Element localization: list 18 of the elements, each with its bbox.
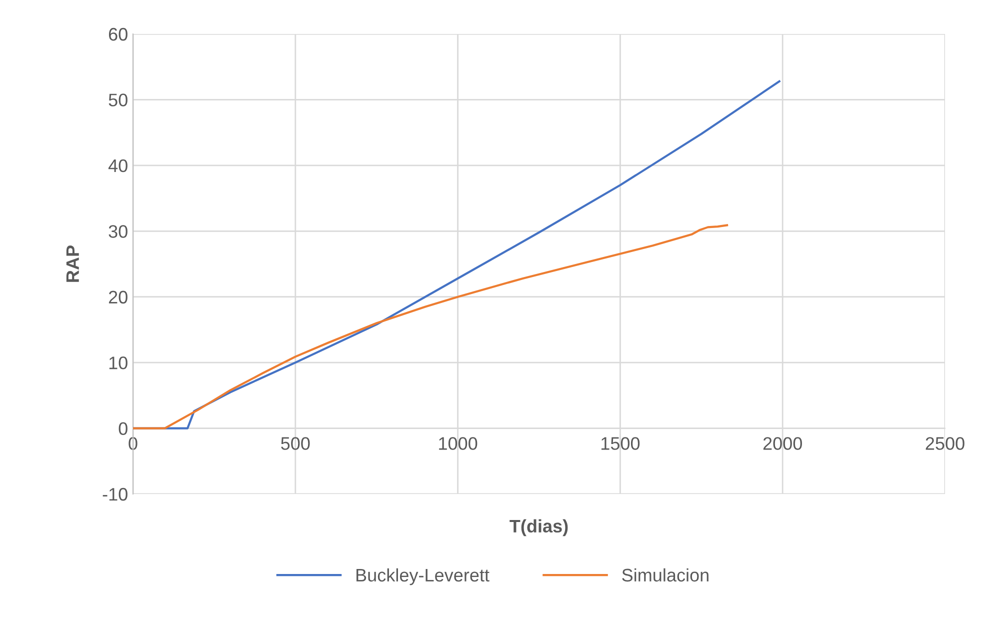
y-axis-title: RAP bbox=[66, 246, 79, 282]
y-tick-label: 0 bbox=[118, 422, 128, 436]
legend-label: Buckley-Leverett bbox=[356, 568, 490, 586]
y-tick-label: -10 bbox=[102, 488, 128, 501]
x-axis-title: T(dias) bbox=[510, 519, 568, 536]
x-tick-label: 1000 bbox=[439, 437, 478, 450]
x-tick-label: 1500 bbox=[601, 437, 640, 450]
y-tick-label: 60 bbox=[108, 28, 128, 41]
line-series bbox=[133, 224, 728, 430]
y-tick-label: 50 bbox=[108, 94, 128, 106]
legend-label: Simulacion bbox=[622, 568, 708, 582]
x-tick-label: 2500 bbox=[926, 437, 964, 450]
x-tick-label: 500 bbox=[281, 437, 310, 450]
y-tick-label: 30 bbox=[108, 225, 128, 238]
y-tick-label: 20 bbox=[108, 290, 128, 304]
x-tick-label: 2000 bbox=[763, 437, 802, 450]
y-tick-label: 10 bbox=[109, 356, 128, 370]
y-tick-label: 40 bbox=[108, 159, 128, 172]
